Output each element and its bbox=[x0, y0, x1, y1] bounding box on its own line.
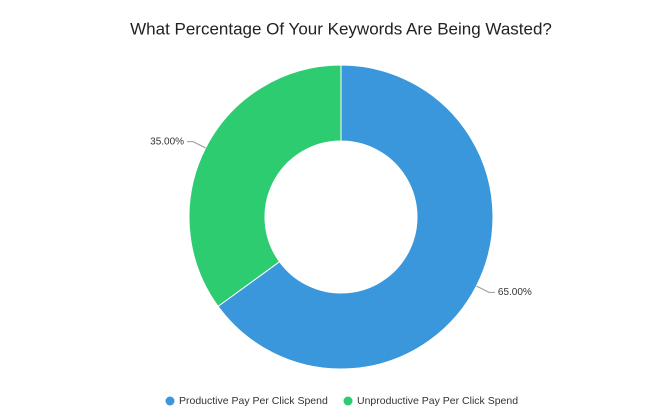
legend-marker bbox=[343, 396, 353, 406]
slice bbox=[217, 64, 494, 370]
leader-line bbox=[187, 141, 206, 149]
legend-marker bbox=[165, 396, 175, 406]
slice bbox=[188, 64, 342, 308]
data-label: 65.00% bbox=[498, 287, 532, 298]
leader-line bbox=[476, 285, 495, 293]
legend-label: Unproductive Pay Per Click Spend bbox=[357, 395, 518, 407]
chart-title: What Percentage Of Your Keywords Are Bei… bbox=[130, 19, 552, 38]
legend-label: Productive Pay Per Click Spend bbox=[179, 395, 328, 407]
data-label: 35.00% bbox=[150, 136, 184, 147]
